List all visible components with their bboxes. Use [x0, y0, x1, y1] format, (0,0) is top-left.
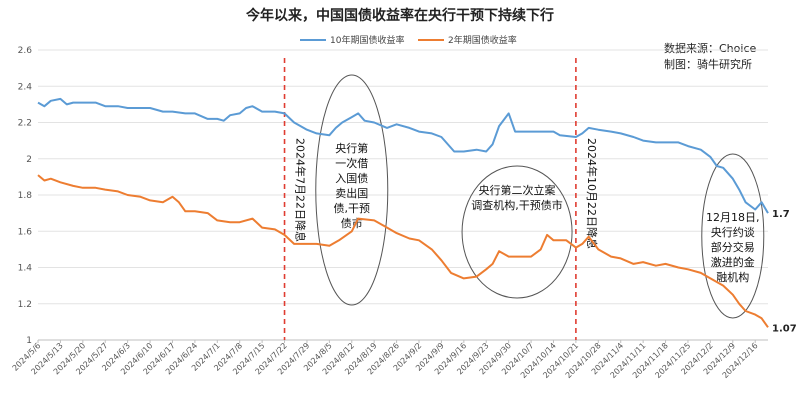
event-label: 2024年10月22日降息 [585, 138, 599, 249]
source-text: 数据来源：Choice [664, 41, 756, 55]
y-tick-label: 2.2 [18, 119, 32, 129]
legend-label-2y: 2年期国债收益率 [448, 34, 517, 46]
y-tick-label: 1 [26, 336, 32, 346]
annotation-text-line: 入国债 [335, 171, 368, 185]
annotation-ellipse [315, 74, 389, 306]
series-lines [37, 97, 769, 328]
end-label-2y: 1.07 [772, 323, 797, 334]
annotation-text-line: 央行第二次立案 [479, 183, 556, 197]
event-markers: 2024年7月22日降息 2024年10月22日降息 [283, 58, 599, 340]
y-tick-label: 1.4 [18, 264, 33, 274]
y-tick-label: 1.2 [18, 300, 32, 310]
y-tick-label: 2 [26, 155, 32, 165]
series-line-2y [37, 174, 769, 328]
x-axis-ticks: 2024/5/62024/5/132024/5/202024/5/272024/… [11, 340, 760, 380]
annotation-ellipses: 央行第一次借入国债卖出国债,干预债市央行第二次立案调查机构,干预债市12月18日… [315, 74, 765, 319]
y-tick-label: 2.4 [18, 82, 33, 92]
annotation-ellipse [461, 165, 573, 299]
annotation-text-line: 卖出国 [335, 186, 368, 200]
annotation-text-line: 调查机构,干预债市 [471, 198, 563, 212]
annotation-text-line: 债,干预 [334, 201, 371, 215]
annotation-text-line: 部分交易 [711, 240, 755, 254]
y-axis-ticks: 1 1.2 1.4 1.6 1.8 2 2.2 2.4 2.6 [18, 46, 33, 346]
annotation-text-line: 融机构 [716, 270, 749, 284]
annotation-text-line: 央行第 [335, 141, 368, 155]
annotation-text-line: 一次借 [335, 156, 368, 170]
end-labels: 1.7 1.07 [772, 209, 797, 334]
grid [38, 49, 768, 341]
annotation-ellipse [701, 153, 765, 319]
end-label-10y: 1.7 [772, 209, 790, 220]
annotation-text-line: 12月18日, [706, 211, 760, 224]
y-tick-label: 1.6 [18, 227, 33, 237]
maker-text: 制图：骑牛研究所 [664, 57, 752, 71]
event-label: 2024年7月22日降息 [294, 138, 308, 242]
legend: 10年期国债收益率 2年期国债收益率 [300, 34, 517, 46]
y-tick-label: 2.6 [18, 46, 33, 56]
annotation-text-line: 激进的金 [711, 255, 755, 269]
legend-label-10y: 10年期国债收益率 [330, 34, 404, 46]
series-line-10y [37, 97, 769, 214]
chart-title: 今年以来，中国国债收益率在央行干预下持续下行 [245, 7, 554, 24]
annotation-text-line: 央行约谈 [711, 226, 755, 239]
y-tick-label: 1.8 [18, 191, 33, 201]
